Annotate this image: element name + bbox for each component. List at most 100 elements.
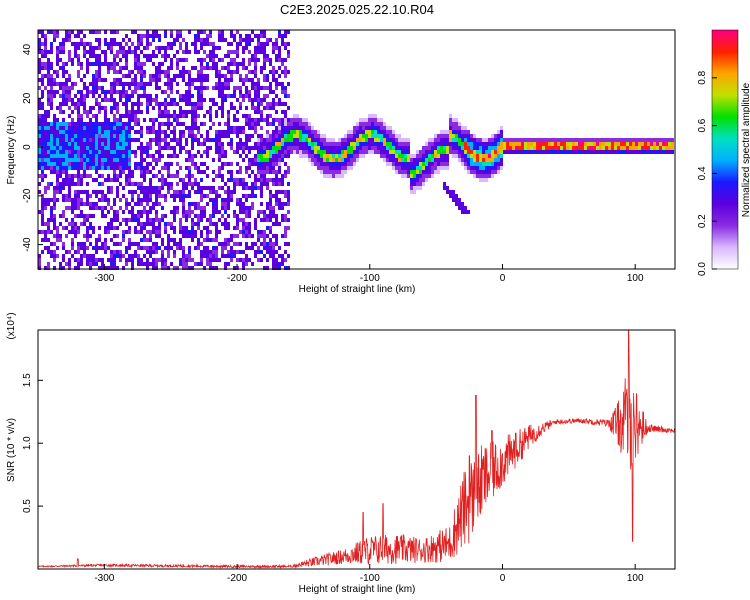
heatmap-cell — [122, 130, 125, 134]
heatmap-cell — [83, 102, 86, 106]
heatmap-cell — [302, 130, 305, 134]
heatmap-cell — [269, 134, 272, 138]
heatmap-cell — [263, 246, 266, 250]
heatmap-cell — [479, 146, 482, 150]
heatmap-cell — [185, 150, 188, 154]
heatmap-cell — [200, 78, 203, 82]
heatmap-cell — [209, 230, 212, 234]
heatmap-cell — [638, 142, 641, 146]
heatmap-cell — [242, 142, 245, 146]
heatmap-cell — [254, 50, 257, 54]
heatmap-cell — [239, 178, 242, 182]
heatmap-cell — [221, 142, 224, 146]
heatmap-cell — [206, 146, 209, 150]
heatmap-cell — [173, 78, 176, 82]
heatmap-cell — [377, 146, 380, 150]
heatmap-cell — [278, 126, 281, 130]
heatmap-cell — [104, 90, 107, 94]
heatmap-cell — [80, 38, 83, 42]
heatmap-cell — [425, 142, 428, 146]
heatmap-cell — [275, 242, 278, 246]
heatmap-cell — [80, 118, 83, 122]
heatmap-cell — [53, 134, 56, 138]
heatmap-cell — [257, 34, 260, 38]
heatmap-cell — [164, 98, 167, 102]
heatmap-cell — [104, 62, 107, 66]
heatmap-cell — [122, 38, 125, 42]
heatmap-cell — [140, 38, 143, 42]
heatmap-cell — [86, 194, 89, 198]
heatmap-cell — [188, 82, 191, 86]
heatmap-cell — [173, 154, 176, 158]
heatmap-cell — [449, 134, 452, 138]
y-tick-label: -40 — [22, 237, 33, 252]
heatmap-cell — [608, 142, 611, 146]
heatmap-cell — [146, 194, 149, 198]
heatmap-cell — [365, 146, 368, 150]
heatmap-cell — [71, 134, 74, 138]
heatmap-cell — [239, 146, 242, 150]
heatmap-cell — [128, 226, 131, 230]
heatmap-cell — [74, 230, 77, 234]
heatmap-cell — [587, 138, 590, 142]
heatmap-cell — [206, 78, 209, 82]
heatmap-cell — [263, 106, 266, 110]
heatmap-cell — [338, 150, 341, 154]
heatmap-cell — [65, 82, 68, 86]
heatmap-cell — [341, 170, 344, 174]
heatmap-cell — [125, 126, 128, 130]
heatmap-cell — [272, 182, 275, 186]
heatmap-cell — [125, 50, 128, 54]
heatmap-cell — [260, 42, 263, 46]
heatmap-cell — [140, 146, 143, 150]
heatmap-cell — [350, 166, 353, 170]
heatmap-cell — [62, 102, 65, 106]
heatmap-cell — [50, 86, 53, 90]
heatmap-cell — [278, 54, 281, 58]
heatmap-cell — [74, 206, 77, 210]
heatmap-cell — [71, 142, 74, 146]
heatmap-cell — [431, 166, 434, 170]
heatmap-cell — [128, 242, 131, 246]
heatmap-cell — [275, 234, 278, 238]
heatmap-cell — [632, 146, 635, 150]
heatmap-cell — [230, 78, 233, 82]
heatmap-cell — [572, 142, 575, 146]
heatmap-cell — [239, 90, 242, 94]
heatmap-cell — [113, 98, 116, 102]
heatmap-cell — [302, 154, 305, 158]
heatmap-cell — [272, 158, 275, 162]
heatmap-cell — [347, 166, 350, 170]
heatmap-cell — [131, 206, 134, 210]
heatmap-cell — [269, 122, 272, 126]
heatmap-cell — [251, 202, 254, 206]
heatmap-cell — [80, 142, 83, 146]
heatmap-cell — [548, 138, 551, 142]
heatmap-cell — [59, 110, 62, 114]
heatmap-cell — [245, 146, 248, 150]
heatmap-cell — [116, 70, 119, 74]
heatmap-cell — [125, 94, 128, 98]
heatmap-cell — [149, 250, 152, 254]
heatmap-cell — [203, 66, 206, 70]
heatmap-cell — [257, 122, 260, 126]
heatmap-cell — [305, 122, 308, 126]
heatmap-cell — [194, 78, 197, 82]
heatmap-cell — [41, 54, 44, 58]
heatmap-cell — [188, 178, 191, 182]
heatmap-cell — [116, 214, 119, 218]
heatmap-cell — [389, 126, 392, 130]
heatmap-cell — [71, 222, 74, 226]
heatmap-cell — [137, 46, 140, 50]
heatmap-cell — [467, 166, 470, 170]
heatmap-cell — [605, 150, 608, 154]
heatmap-cell — [182, 202, 185, 206]
heatmap-cell — [215, 62, 218, 66]
heatmap-cell — [242, 46, 245, 50]
heatmap-cell — [107, 154, 110, 158]
heatmap-cell — [248, 38, 251, 42]
heatmap-cell — [275, 158, 278, 162]
heatmap-cell — [251, 194, 254, 198]
heatmap-cell — [170, 62, 173, 66]
heatmap-cell — [314, 150, 317, 154]
